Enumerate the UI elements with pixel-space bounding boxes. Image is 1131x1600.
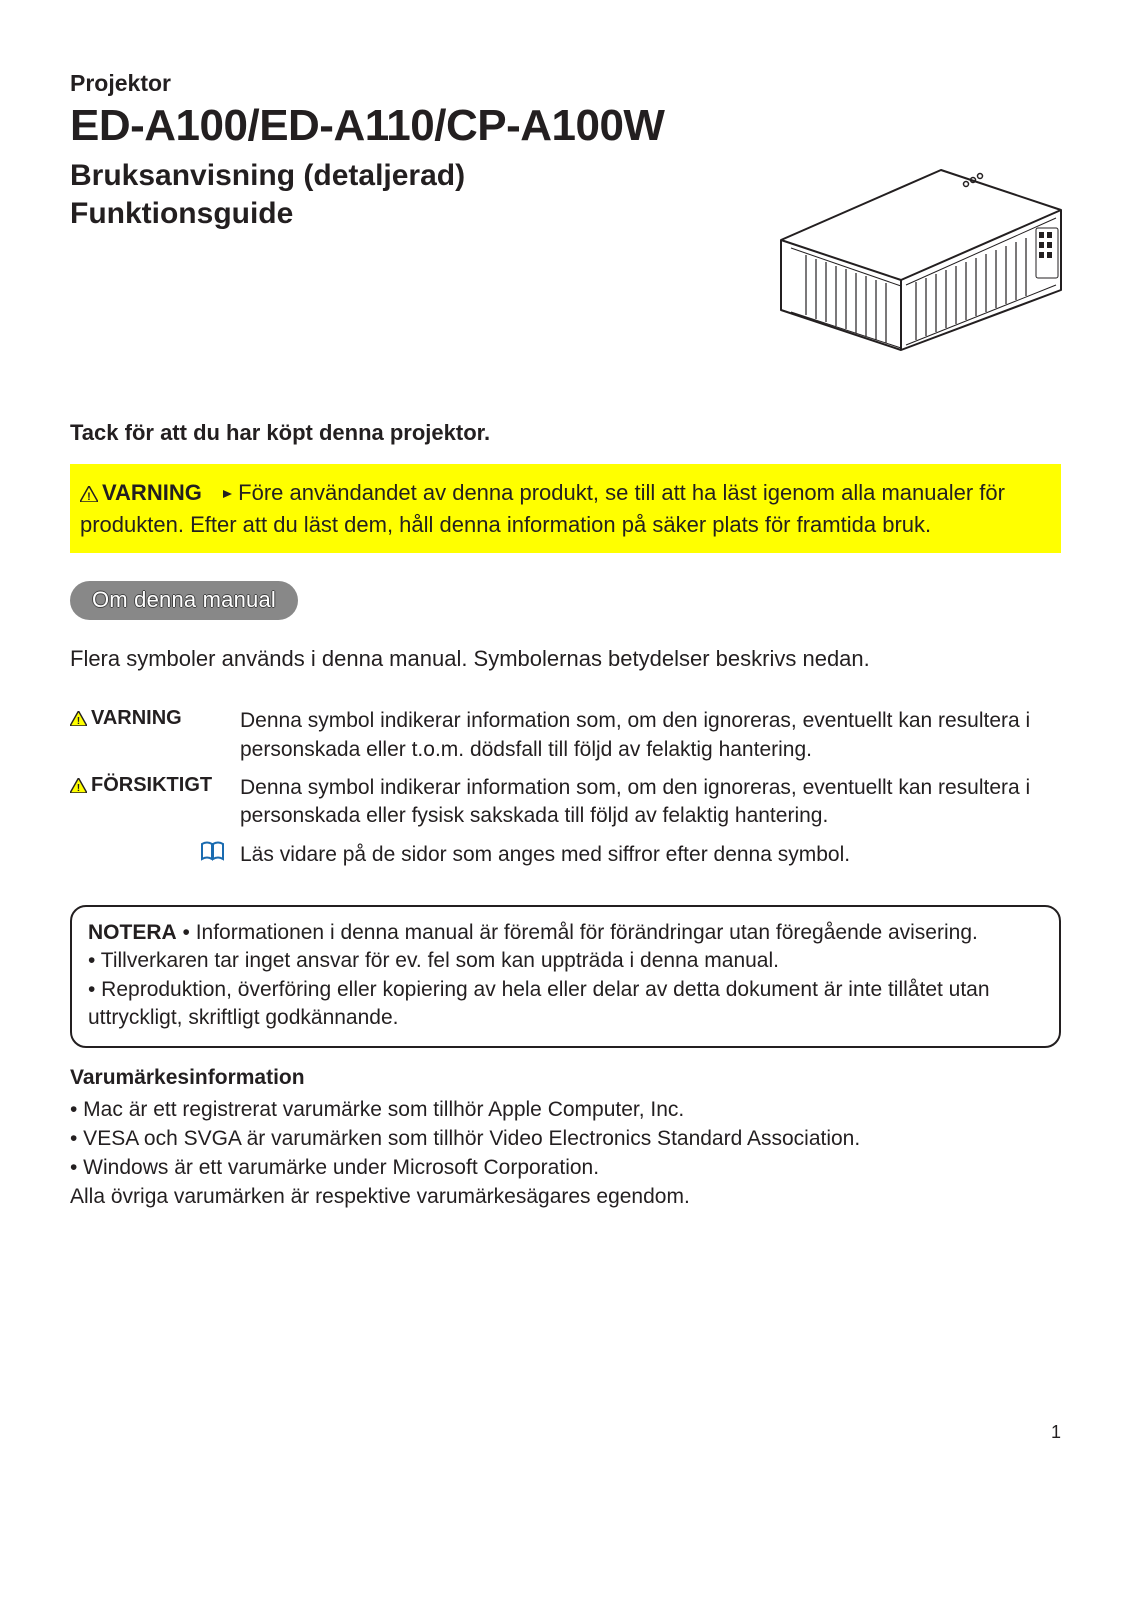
warning-label: VARNING xyxy=(102,480,202,505)
warning-triangle-icon: ! xyxy=(80,480,98,510)
symbol-caution-desc: Denna symbol indikerar information som, … xyxy=(240,774,1061,841)
symbol-caution-label: ! FÖRSIKTIGT xyxy=(70,774,240,841)
section-heading-text: Om denna manual xyxy=(92,587,276,612)
projector-illustration xyxy=(751,160,1081,360)
arrow-right-icon xyxy=(222,479,236,509)
trademark-heading: Varumärkesinformation xyxy=(70,1066,1061,1090)
warning-triangle-icon: ! xyxy=(70,776,87,799)
symbol-book-desc: Läs vidare på de sidor som anges med sif… xyxy=(240,841,1061,879)
page-number: 1 xyxy=(70,1422,1061,1443)
symbol-book-label xyxy=(70,841,240,879)
header-block: Projektor ED-A100/ED-A110/CP-A100W Bruks… xyxy=(70,70,1061,350)
symbol-warning-desc: Denna symbol indikerar information som, … xyxy=(240,707,1061,774)
warning-triangle-icon: ! xyxy=(70,709,87,732)
trademark-footer: Alla övriga varumärken är respektive var… xyxy=(70,1183,1061,1212)
note-box: NOTERA • Informationen i denna manual är… xyxy=(70,905,1061,1048)
svg-text:!: ! xyxy=(77,783,80,793)
intro-text: Flera symboler används i denna manual. S… xyxy=(70,644,1061,675)
svg-text:!: ! xyxy=(87,491,91,502)
book-icon xyxy=(200,841,226,867)
trademark-bullet-3: • Windows är ett varumärke under Microso… xyxy=(70,1154,1061,1183)
note-bullet-3: • Reproduktion, överföring eller kopieri… xyxy=(88,978,990,1029)
section-heading-pill: Om denna manual xyxy=(70,581,298,620)
trademark-body: • Mac är ett registrerat varumärke som t… xyxy=(70,1096,1061,1212)
trademark-bullet-2: • VESA och SVGA är varumärken som tillhö… xyxy=(70,1125,1061,1154)
warning-box: ! VARNING Före användandet av denna prod… xyxy=(70,464,1061,553)
note-label: NOTERA xyxy=(88,921,177,944)
product-title: ED-A100/ED-A110/CP-A100W xyxy=(70,101,1061,151)
symbol-warning-label: ! VARNING xyxy=(70,707,240,774)
product-category: Projektor xyxy=(70,70,1061,97)
note-bullet-2: • Tillverkaren tar inget ansvar för ev. … xyxy=(88,949,779,972)
thanks-line: Tack för att du har köpt denna projektor… xyxy=(70,420,1061,446)
warning-text: Före användandet av denna produkt, se ti… xyxy=(80,480,1005,537)
trademark-bullet-1: • Mac är ett registrerat varumärke som t… xyxy=(70,1096,1061,1125)
svg-text:!: ! xyxy=(77,716,80,726)
symbol-table: ! VARNING Denna symbol indikerar informa… xyxy=(70,707,1061,879)
